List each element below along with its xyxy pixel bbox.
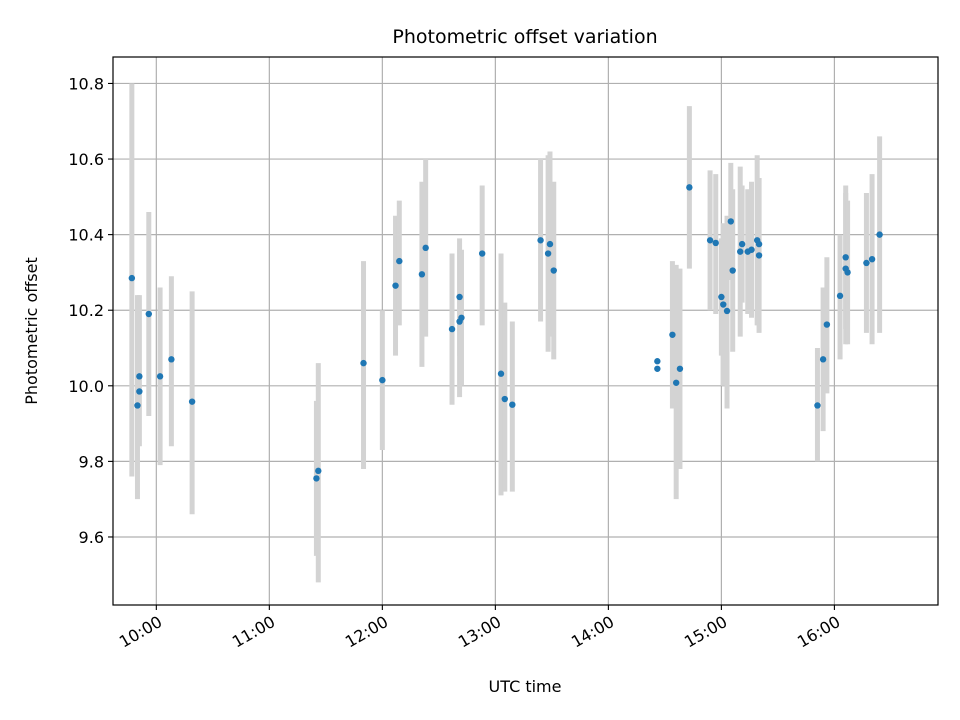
data-point xyxy=(723,307,731,315)
y-tick-label: 10.2 xyxy=(68,301,104,320)
data-point xyxy=(188,398,196,405)
data-point xyxy=(844,269,851,276)
y-tick-label: 10.4 xyxy=(68,226,104,245)
y-axis: 9.6 9.8 10.0 10.2 10.4 10.6 10.8 xyxy=(68,74,113,547)
data-point xyxy=(478,250,486,257)
data-point xyxy=(544,250,552,257)
data-point xyxy=(654,358,661,365)
data-point xyxy=(868,255,876,263)
y-tick-label: 10.8 xyxy=(68,74,104,93)
data-point xyxy=(418,271,426,278)
data-point xyxy=(755,240,763,248)
y-axis-title: Photometric offset xyxy=(22,257,41,405)
data-point xyxy=(814,402,821,409)
data-point xyxy=(836,292,844,300)
data-point xyxy=(422,244,429,252)
data-point xyxy=(134,402,141,409)
y-tick-label: 10.6 xyxy=(68,150,104,169)
data-point xyxy=(537,237,544,244)
data-point xyxy=(727,218,735,225)
data-point xyxy=(136,388,143,395)
data-point xyxy=(729,267,736,274)
data-point xyxy=(313,475,320,482)
data-point xyxy=(497,370,505,377)
data-point xyxy=(712,239,719,247)
data-point xyxy=(737,248,744,255)
data-point xyxy=(738,240,746,248)
data-point xyxy=(546,240,554,248)
data-point xyxy=(676,365,684,372)
data-point xyxy=(396,257,403,265)
y-tick-label: 9.6 xyxy=(79,528,104,547)
data-point xyxy=(448,325,456,333)
data-point xyxy=(360,359,367,367)
data-point xyxy=(755,252,763,259)
data-point xyxy=(863,259,870,267)
data-point xyxy=(672,379,680,386)
data-point xyxy=(706,237,714,244)
chart-title: Photometric offset variation xyxy=(392,26,657,48)
data-point xyxy=(156,373,164,380)
data-point xyxy=(718,293,725,301)
data-point xyxy=(842,254,849,261)
plot-frame xyxy=(112,56,939,606)
data-point xyxy=(379,376,386,384)
data-point xyxy=(819,356,827,363)
data-point xyxy=(876,231,883,238)
y-tick-label: 10.0 xyxy=(68,377,104,396)
data-point xyxy=(168,356,175,363)
data-point xyxy=(145,310,152,318)
x-axis-title: UTC time xyxy=(489,677,562,696)
data-point xyxy=(720,301,727,308)
data-points xyxy=(128,184,883,482)
data-point xyxy=(128,274,136,282)
data-point xyxy=(654,365,661,372)
data-point xyxy=(392,282,399,289)
y-tick-label: 9.8 xyxy=(79,452,104,471)
data-point xyxy=(458,314,465,321)
data-point xyxy=(550,267,557,274)
data-point xyxy=(501,395,508,403)
data-point xyxy=(669,331,676,338)
data-point xyxy=(748,246,755,253)
data-point xyxy=(509,401,516,408)
data-point xyxy=(315,467,322,475)
data-point xyxy=(136,373,143,380)
data-point xyxy=(456,293,463,301)
data-point xyxy=(823,321,831,328)
data-point xyxy=(686,184,693,191)
